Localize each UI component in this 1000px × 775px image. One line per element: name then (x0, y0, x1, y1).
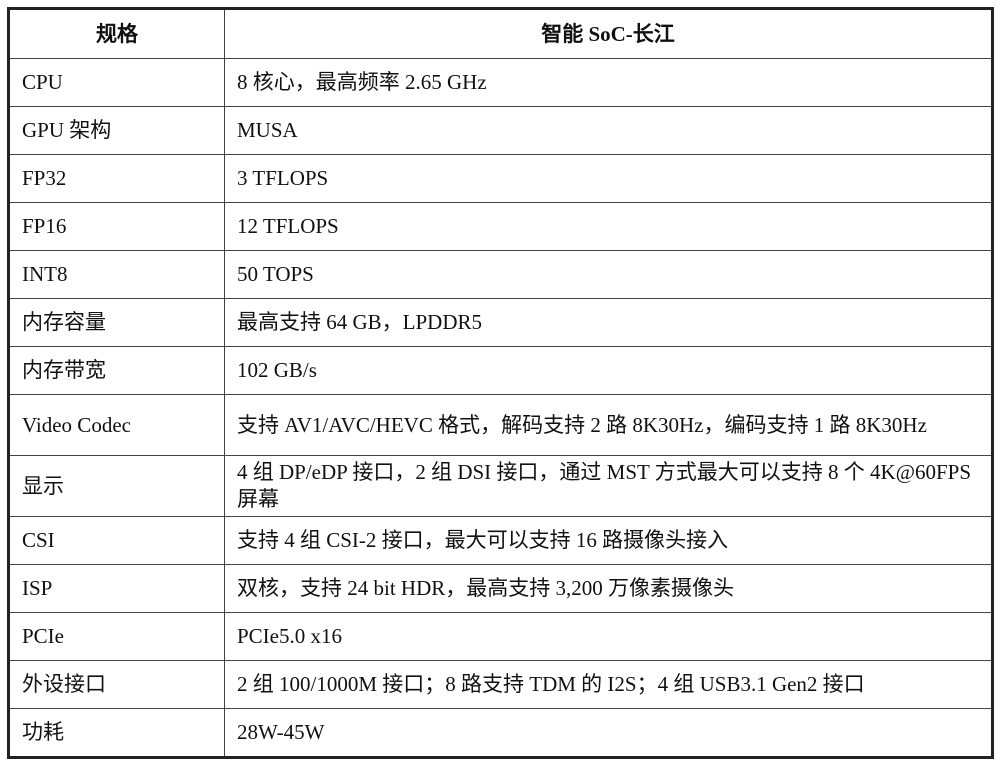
spec-name: 内存带宽 (8, 346, 225, 395)
table-row: FP16 12 TFLOPS (8, 202, 993, 251)
table-row: CSI 支持 4 组 CSI-2 接口，最大可以支持 16 路摄像头接入 (8, 516, 993, 565)
spec-name: 内存容量 (8, 298, 225, 347)
spec-value: 8 核心，最高频率 2.65 GHz (224, 58, 993, 107)
table-row: PCIe PCIe5.0 x16 (8, 612, 993, 661)
spec-value: 102 GB/s (224, 346, 993, 395)
spec-value: 4 组 DP/eDP 接口，2 组 DSI 接口，通过 MST 方式最大可以支持… (224, 455, 993, 517)
spec-name: FP32 (8, 154, 225, 203)
spec-name: CPU (8, 58, 225, 107)
table-row: INT8 50 TOPS (8, 250, 993, 299)
spec-name: Video Codec (8, 394, 225, 456)
spec-name: PCIe (8, 612, 225, 661)
spec-name: FP16 (8, 202, 225, 251)
spec-name: ISP (8, 564, 225, 613)
table-row: 内存容量 最高支持 64 GB，LPDDR5 (8, 298, 993, 347)
spec-value: 50 TOPS (224, 250, 993, 299)
table-row: 功耗 28W-45W (8, 708, 993, 758)
header-row: 规格 智能 SoC-长江 (8, 8, 993, 59)
spec-value: 28W-45W (224, 708, 993, 758)
table-row: 内存带宽 102 GB/s (8, 346, 993, 395)
spec-value: 最高支持 64 GB，LPDDR5 (224, 298, 993, 347)
spec-name: GPU 架构 (8, 106, 225, 155)
spec-name: 功耗 (8, 708, 225, 758)
spec-value: 3 TFLOPS (224, 154, 993, 203)
spec-name: INT8 (8, 250, 225, 299)
header-spec: 规格 (8, 8, 225, 59)
spec-value: MUSA (224, 106, 993, 155)
table-row: Video Codec 支持 AV1/AVC/HEVC 格式，解码支持 2 路 8… (8, 394, 993, 456)
table-row: 外设接口 2 组 100/1000M 接口；8 路支持 TDM 的 I2S；4 组… (8, 660, 993, 709)
table-row: ISP 双核，支持 24 bit HDR，最高支持 3,200 万像素摄像头 (8, 564, 993, 613)
spec-value: 双核，支持 24 bit HDR，最高支持 3,200 万像素摄像头 (224, 564, 993, 613)
spec-name: 外设接口 (8, 660, 225, 709)
spec-table: 规格 智能 SoC-长江 CPU 8 核心，最高频率 2.65 GHz GPU 架构… (7, 7, 994, 759)
table-row: CPU 8 核心，最高频率 2.65 GHz (8, 58, 993, 107)
header-soc: 智能 SoC-长江 (224, 8, 993, 59)
spec-name: CSI (8, 516, 225, 565)
table-row: FP32 3 TFLOPS (8, 154, 993, 203)
spec-value: 支持 AV1/AVC/HEVC 格式，解码支持 2 路 8K30Hz，编码支持 … (224, 394, 993, 456)
table-row: GPU 架构 MUSA (8, 106, 993, 155)
spec-value: 12 TFLOPS (224, 202, 993, 251)
spec-value: 2 组 100/1000M 接口；8 路支持 TDM 的 I2S；4 组 USB… (224, 660, 993, 709)
spec-value: PCIe5.0 x16 (224, 612, 993, 661)
spec-name: 显示 (8, 455, 225, 517)
spec-value: 支持 4 组 CSI-2 接口，最大可以支持 16 路摄像头接入 (224, 516, 993, 565)
table-row: 显示 4 组 DP/eDP 接口，2 组 DSI 接口，通过 MST 方式最大可以… (8, 455, 993, 517)
